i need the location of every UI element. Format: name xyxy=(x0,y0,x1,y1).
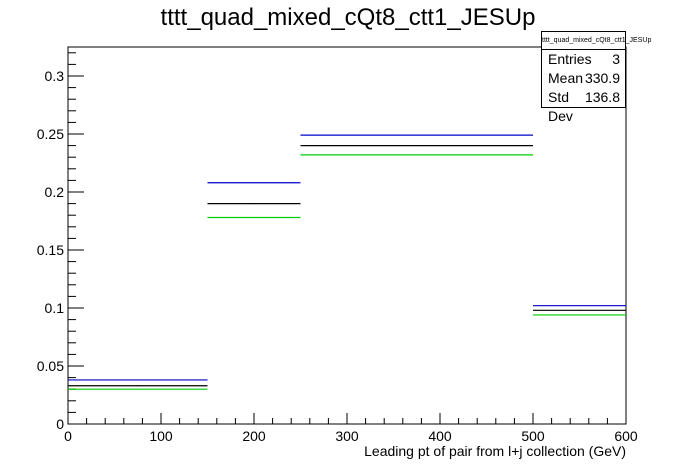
tick-labels: 0 100 200 300 400 500 600 0 0.05 0.1 0.15 0.2 0.25 0.… xyxy=(37,68,638,444)
x-tick-label: 200 xyxy=(242,428,266,444)
entries-label: Entries xyxy=(548,51,592,67)
y-tick-label: 0.3 xyxy=(45,68,65,84)
x-tick-label: 100 xyxy=(149,428,173,444)
mean-label: Mean xyxy=(548,70,584,86)
x-tick-label: 600 xyxy=(614,428,638,444)
stats-row-stddev: Std Dev 136.8 xyxy=(542,88,625,124)
mean-value: 330.9 xyxy=(584,70,620,86)
y-tick-label: 0.05 xyxy=(37,358,64,374)
x-tick-label: 300 xyxy=(335,428,359,444)
x-axis-label: Leading pt of pair from l+j collection (… xyxy=(364,443,626,459)
y-tick-label: 0.2 xyxy=(45,184,65,200)
y-tick-label: 0.25 xyxy=(37,126,64,142)
x-tick-label: 400 xyxy=(428,428,452,444)
y-tick-label: 0 xyxy=(56,416,64,432)
axis-ticks xyxy=(67,52,627,425)
chart-title: tttt_quad_mixed_cQt8_ctt1_JESUp xyxy=(160,4,536,31)
stddev-label: Std Dev xyxy=(548,89,573,124)
y-tick-label: 0.15 xyxy=(37,242,64,258)
x-tick-label: 0 xyxy=(64,428,72,444)
y-tick-label: 0.1 xyxy=(45,300,65,316)
stddev-value: 136.8 xyxy=(584,89,620,105)
stats-box: tttt_quad_mixed_cQt8_ctt1_JESUp Entries … xyxy=(541,31,651,124)
stats-row-entries: Entries 3 xyxy=(542,50,625,69)
histogram-lines xyxy=(68,134,626,390)
entries-value: 3 xyxy=(612,51,620,67)
x-tick-label: 500 xyxy=(521,428,545,444)
stats-row-mean: Mean 330.9 xyxy=(542,69,625,88)
stats-box-title: tttt_quad_mixed_cQt8_ctt1_JESUp xyxy=(542,32,651,50)
